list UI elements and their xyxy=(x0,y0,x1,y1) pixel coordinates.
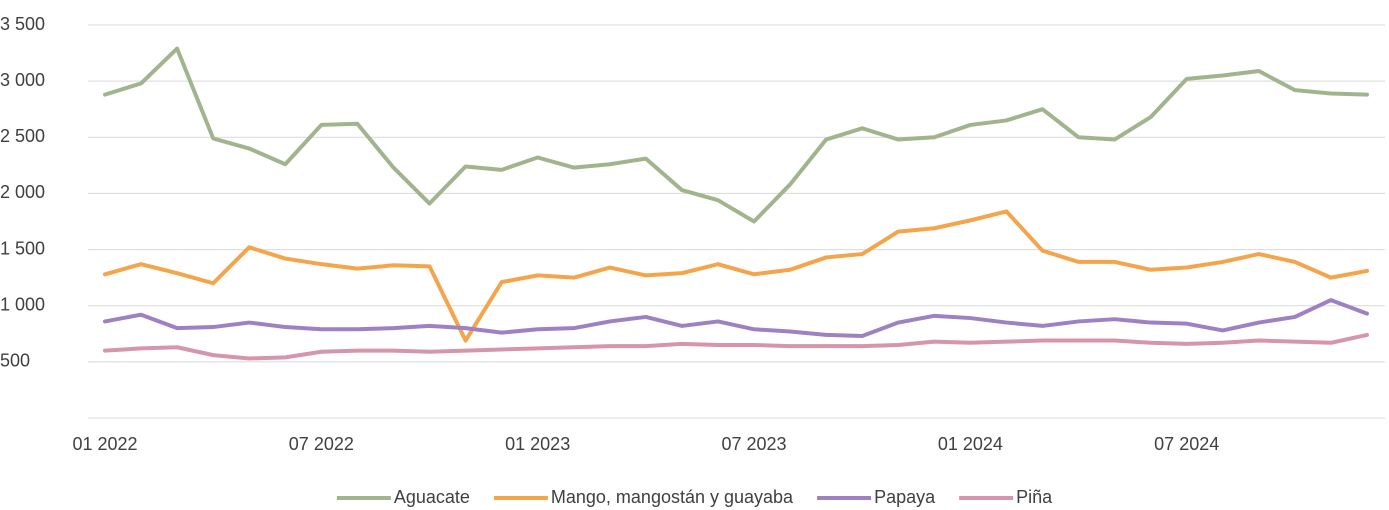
y-tick-label: 500 xyxy=(0,351,30,371)
legend-label: Aguacate xyxy=(394,487,470,507)
series-line xyxy=(103,332,1369,361)
x-tick-label: 07 2023 xyxy=(721,434,786,454)
series-line xyxy=(103,209,1369,343)
legend-label: Papaya xyxy=(874,487,936,507)
legend-label: Piña xyxy=(1016,487,1053,507)
y-tick-label: 2 000 xyxy=(0,182,45,202)
x-tick-label: 01 2022 xyxy=(72,434,137,454)
y-tick-label: 1 500 xyxy=(0,238,45,258)
x-tick-label: 01 2024 xyxy=(938,434,1003,454)
y-tick-label: 1 000 xyxy=(0,294,45,314)
y-tick-label: 3 000 xyxy=(0,70,45,90)
x-tick-label: 07 2022 xyxy=(289,434,354,454)
x-tick-label: 01 2023 xyxy=(505,434,570,454)
y-tick-label: 3 500 xyxy=(0,14,45,34)
y-tick-label: 2 500 xyxy=(0,126,45,146)
series-line xyxy=(103,46,1369,224)
series-line xyxy=(103,298,1369,339)
legend-label: Mango, mangostán y guayaba xyxy=(551,487,794,507)
x-tick-label: 07 2024 xyxy=(1154,434,1219,454)
